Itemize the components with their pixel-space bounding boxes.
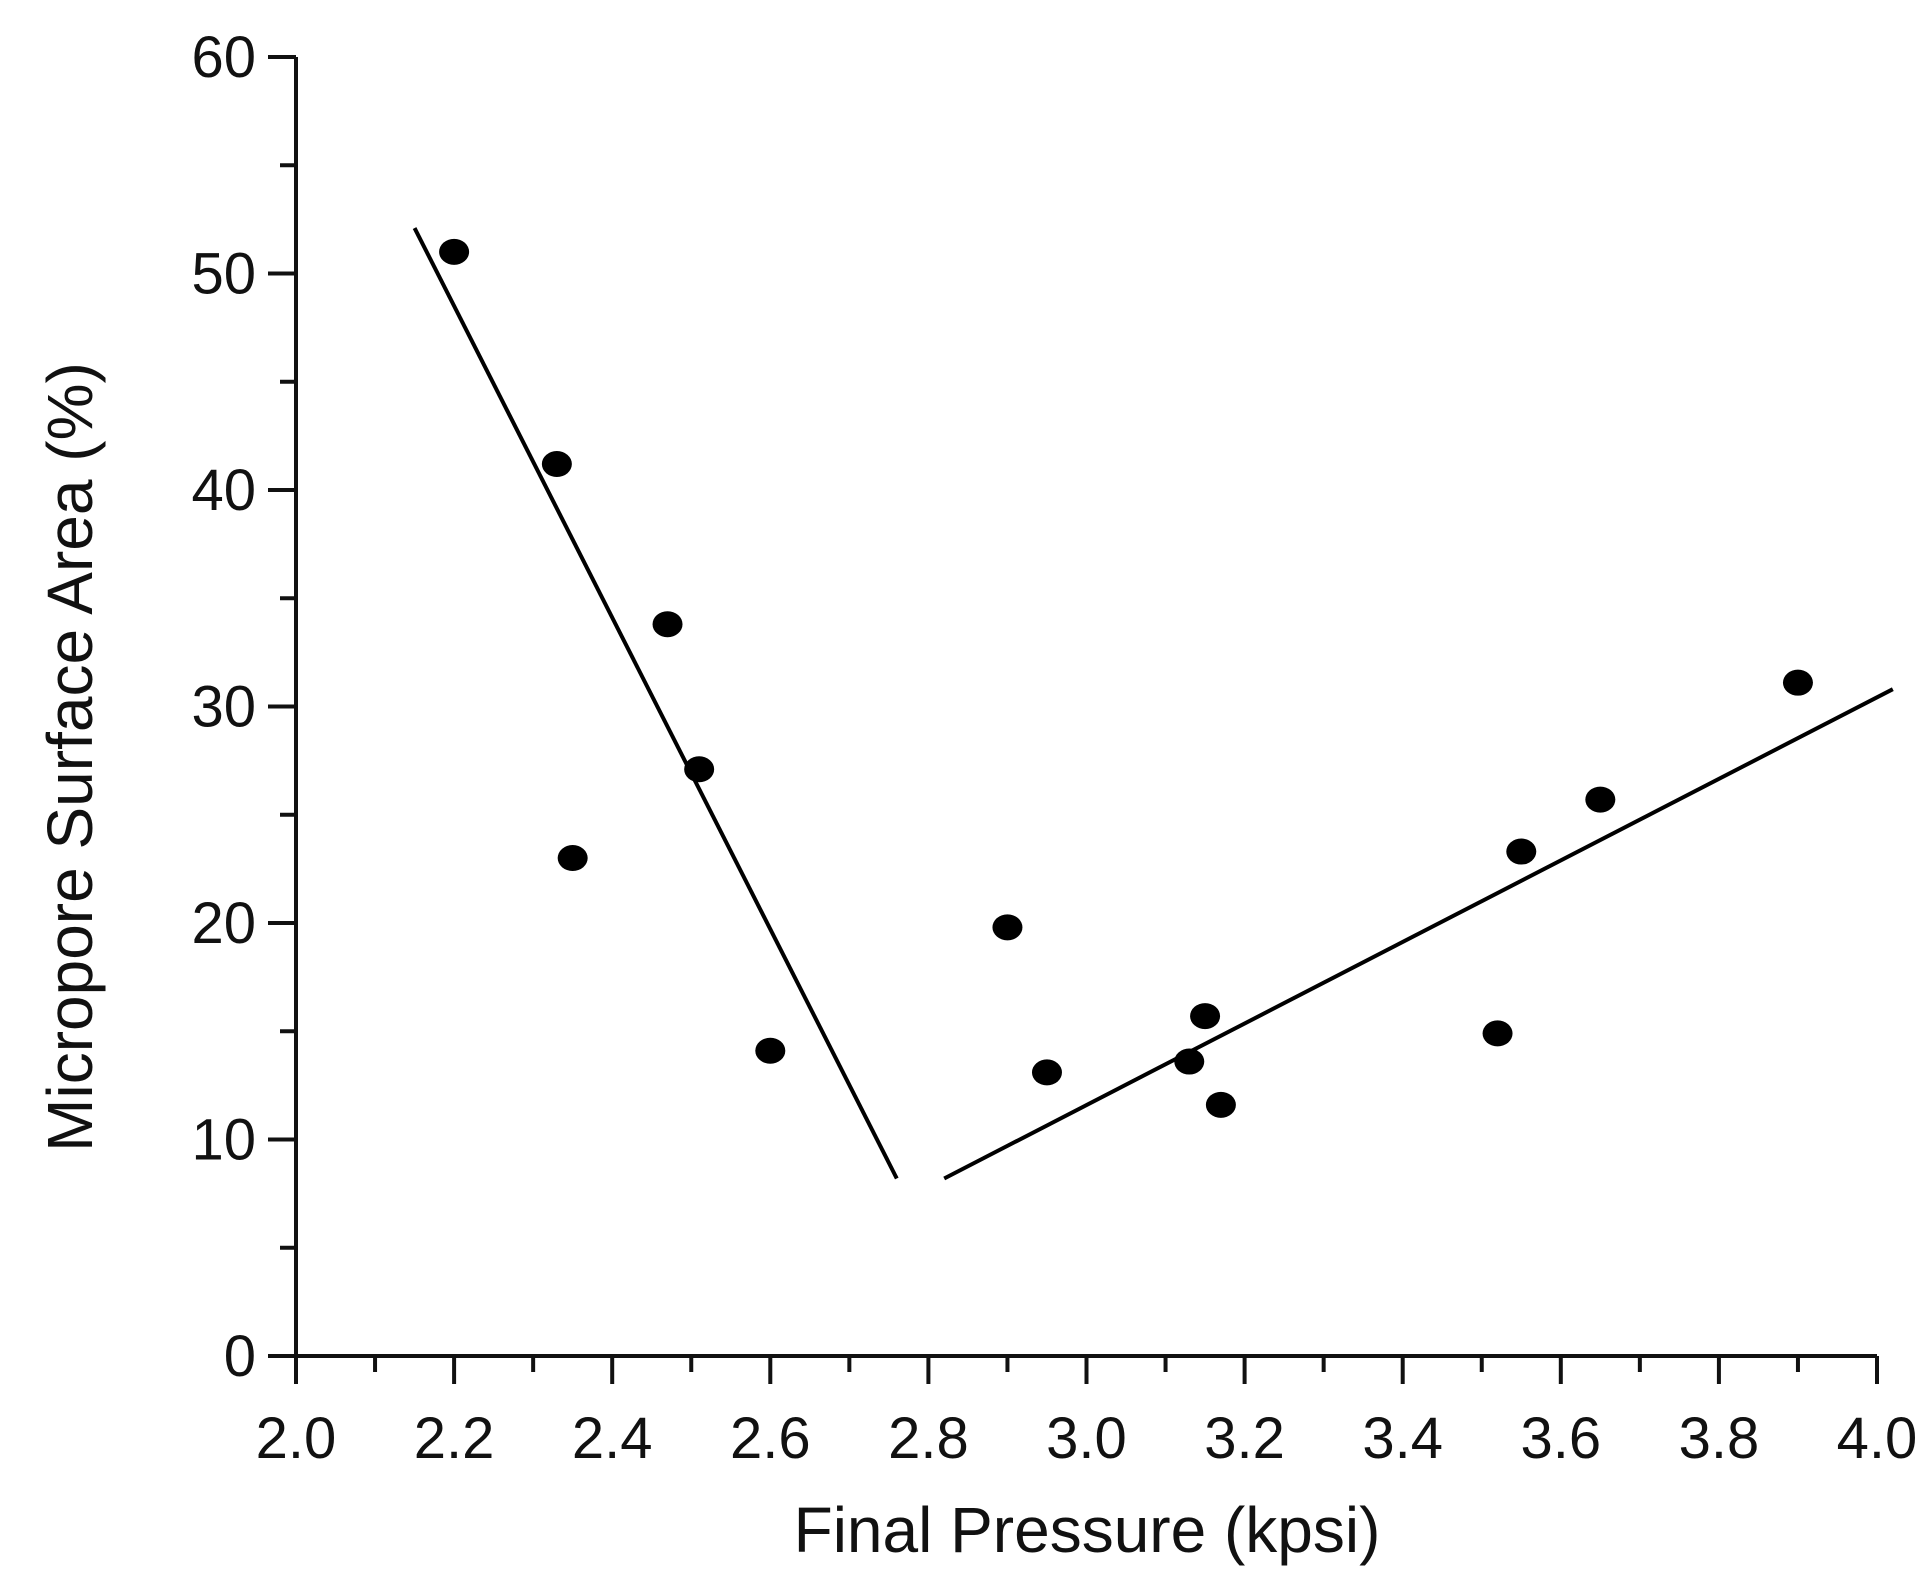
y-tick-label: 30: [191, 675, 256, 740]
high-pressure-fit-line: [943, 687, 1894, 1181]
data-point: [1782, 669, 1813, 696]
x-tick-label: 2.2: [414, 1406, 495, 1471]
x-tick-label: 3.4: [1362, 1406, 1443, 1471]
axes: 0 10 20 30 40 50 60 2.0 2.2 2.4 2.6 2.8 3.0 3.2 3.4 3.…: [191, 25, 1917, 1471]
data-point: [1190, 1003, 1221, 1030]
fit-lines: [412, 227, 1894, 1181]
x-tick-label: 3.2: [1204, 1406, 1285, 1471]
y-tick-label: 50: [191, 242, 256, 307]
y-ticks: [268, 55, 296, 1358]
data-point: [541, 451, 572, 478]
x-tick-label: 2.8: [888, 1406, 969, 1471]
y-tick-label: 10: [191, 1108, 256, 1173]
x-tick-label: 2.6: [730, 1406, 811, 1471]
x-tick-label: 2.0: [256, 1406, 337, 1471]
data-point: [1506, 838, 1537, 865]
data-point: [1585, 786, 1616, 813]
y-tick-label: 60: [191, 25, 256, 90]
x-axis-title: Final Pressure (kpsi): [794, 1494, 1381, 1566]
data-point: [557, 845, 588, 872]
y-tick-label: 0: [224, 1324, 256, 1389]
x-tick-label: 4.0: [1837, 1406, 1918, 1471]
x-tick-label: 2.4: [572, 1406, 653, 1471]
x-tick-labels: 2.0 2.2 2.4 2.6 2.8 3.0 3.2 3.4 3.6 3.8 4.0: [256, 1406, 1918, 1471]
x-tick-label: 3.8: [1679, 1406, 1760, 1471]
y-tick-label: 40: [191, 458, 256, 523]
data-point: [1205, 1091, 1236, 1118]
y-axis-title: Micropore Surface Area (%): [34, 362, 106, 1152]
low-pressure-fit-line: [412, 227, 899, 1180]
x-tick-label: 3.0: [1046, 1406, 1127, 1471]
data-point: [992, 914, 1023, 941]
data-point: [1482, 1020, 1513, 1047]
x-ticks: [294, 1356, 1879, 1384]
data-points: [439, 238, 1813, 1118]
data-point: [1174, 1048, 1205, 1075]
x-tick-label: 3.6: [1520, 1406, 1601, 1471]
data-point: [439, 238, 470, 265]
data-point: [652, 611, 683, 638]
data-point: [684, 756, 715, 783]
y-tick-label: 20: [191, 891, 256, 956]
y-tick-labels: 0 10 20 30 40 50 60: [191, 25, 256, 1389]
data-point: [755, 1037, 786, 1064]
data-point: [1031, 1059, 1062, 1086]
